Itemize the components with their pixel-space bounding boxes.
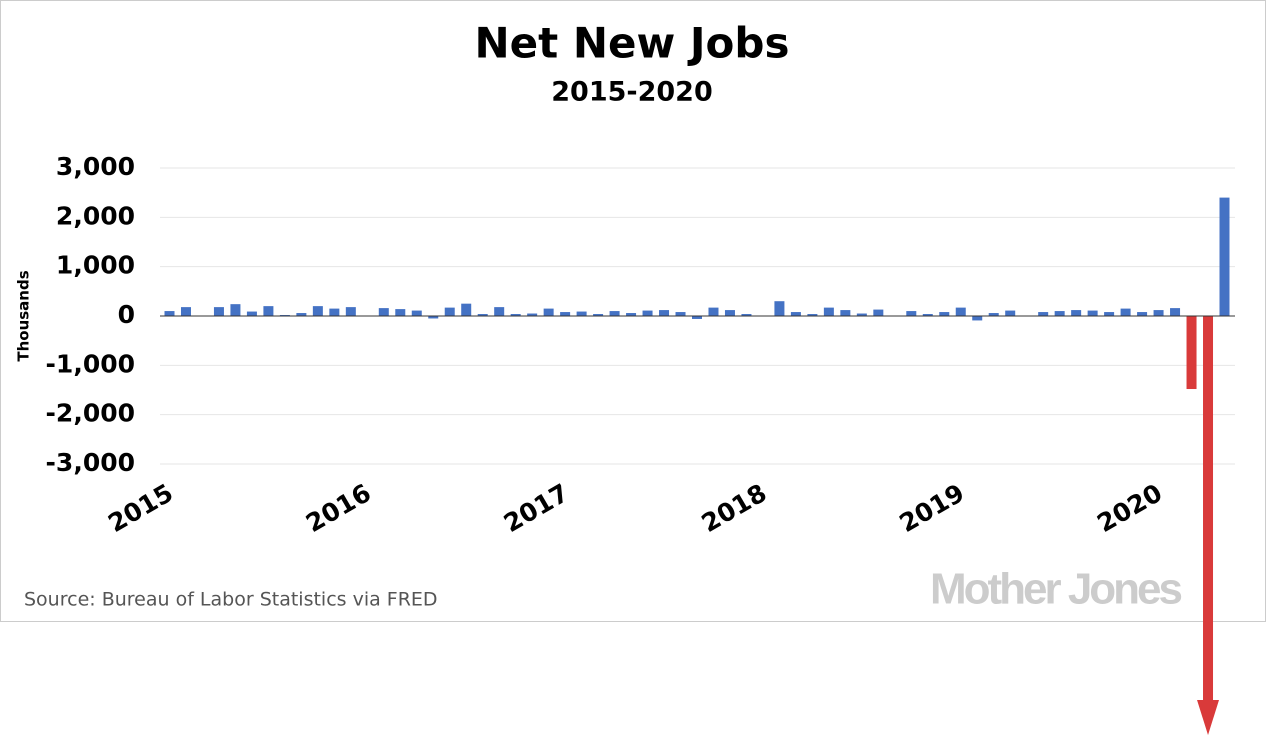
bar [576, 311, 587, 316]
bar [378, 308, 389, 316]
bar [1153, 310, 1164, 316]
bar [312, 306, 323, 316]
bar [626, 313, 637, 316]
bar [527, 313, 538, 316]
bar [692, 316, 702, 319]
chart-subtitle: 2015-2020 [551, 77, 713, 108]
y-tick-label: -1,000 [46, 349, 135, 378]
bar [1005, 310, 1016, 316]
y-axis-label: Thousands [15, 270, 33, 361]
bar [840, 310, 851, 316]
bar [296, 313, 307, 316]
y-tick-label: 3,000 [56, 152, 135, 181]
bar [1170, 308, 1181, 316]
bar [461, 303, 472, 316]
y-tick-label: 2,000 [56, 201, 135, 230]
bar [1186, 316, 1197, 390]
bar [724, 310, 735, 316]
bar [955, 307, 966, 316]
bar [922, 314, 933, 316]
bar [823, 307, 834, 316]
bar [807, 314, 818, 316]
y-tick-label: 1,000 [56, 251, 135, 280]
bar [246, 311, 257, 316]
bar [856, 313, 867, 316]
bar [1104, 312, 1115, 316]
bar [510, 314, 521, 316]
bar [213, 307, 224, 316]
frame [0, 0, 1266, 622]
bar [1054, 311, 1065, 316]
bar [774, 301, 785, 316]
bar [708, 307, 719, 316]
bar [180, 307, 191, 316]
y-tick-label: -2,000 [46, 399, 135, 428]
bar [1219, 197, 1230, 316]
bar [790, 312, 801, 316]
bar [609, 311, 620, 316]
bar [329, 308, 340, 316]
bar [164, 311, 175, 316]
bar [659, 310, 670, 316]
y-tick-label: 0 [118, 300, 135, 329]
bar [675, 312, 686, 316]
chart-title: Net New Jobs [475, 19, 790, 68]
bar [494, 307, 505, 316]
bar [1203, 316, 1214, 700]
bar [345, 307, 356, 316]
bar [906, 311, 917, 316]
bar [477, 314, 488, 316]
bar [1038, 312, 1049, 316]
bar [642, 310, 653, 316]
bar [428, 316, 439, 319]
bar [741, 314, 752, 316]
bar [230, 304, 241, 316]
overflow-arrow [1197, 700, 1220, 735]
y-tick-label: -3,000 [46, 448, 135, 477]
source: Source: Bureau of Labor Statistics via F… [24, 589, 438, 611]
bar [395, 309, 406, 316]
bar [1120, 308, 1131, 316]
bar [939, 312, 950, 316]
bar [972, 316, 983, 321]
bar [263, 306, 274, 316]
bar [444, 307, 455, 316]
bar [988, 313, 999, 316]
bar [873, 309, 884, 316]
bar [543, 308, 554, 316]
logo: Mother Jones [930, 565, 1182, 614]
bar [560, 312, 571, 316]
bar [1137, 312, 1148, 316]
bar [1087, 310, 1098, 316]
bar [411, 310, 422, 316]
bar [593, 314, 604, 316]
bar [1071, 310, 1082, 316]
